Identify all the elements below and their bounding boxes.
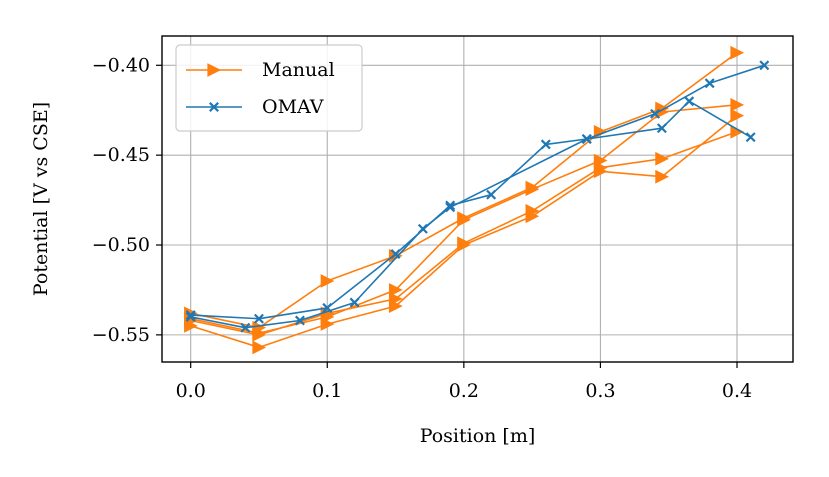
x-tick-label: 0.1 (312, 380, 342, 402)
y-axis-label: Potential [V vs CSE] (30, 102, 52, 296)
manual-run-1-point (320, 274, 335, 288)
manual-run-2-point (525, 182, 540, 197)
omav-run-5-point-stroke-b (322, 302, 333, 313)
omav-run-5-point (253, 313, 264, 324)
manual-run-1-point (730, 45, 745, 60)
legend-manual-marker (207, 63, 222, 77)
omav-run-5-point-stroke-b (253, 313, 264, 324)
omav-run-5-point (650, 108, 661, 119)
x-tick-label: 0.2 (449, 380, 479, 402)
omav-run-6-point (185, 311, 196, 322)
manual-run-4-point (252, 340, 267, 355)
omav-run-6-point (417, 223, 428, 234)
omav-run-5-point-stroke-b (185, 310, 196, 321)
omav-run-5-point (445, 200, 456, 211)
omav-run-5-point (759, 60, 770, 71)
legend: Manual OMAV (175, 44, 363, 132)
legend-marker-shape (209, 102, 219, 112)
manual-run-2-point (457, 212, 471, 227)
manual-run-4-point (320, 317, 335, 331)
omav-run-5-point-stroke-b (759, 60, 770, 71)
omav-run-6-point-stroke-b (185, 311, 196, 322)
manual-run-4-point (388, 299, 403, 313)
axis-ticks: 0.0 0.1 0.2 0.3 0.4 −0.55 −0.50 −0.45 −0.40 (92, 54, 752, 402)
omav-run-6-point (684, 96, 695, 107)
omav-run-5-point-stroke-b (486, 189, 497, 200)
omav-run-5-series (185, 60, 770, 324)
y-tick-label: −0.40 (92, 54, 150, 76)
manual-run-3-point (655, 151, 669, 166)
omav-run-6-line (190, 100, 752, 329)
omav-run-6-point (445, 202, 456, 213)
plot-frame (161, 35, 794, 363)
x-tick-label: 0.0 (176, 380, 206, 402)
omav-run-6-point-stroke-b (240, 322, 251, 333)
omav-run-6-point-stroke-b (684, 96, 695, 107)
x-tick-label: 0.4 (722, 380, 752, 402)
x-axis-label: Position [m] (420, 425, 536, 447)
legend-marker-shape-stroke-b (209, 102, 219, 112)
omav-run-6-point-stroke-b (445, 202, 456, 213)
omav-run-6-point (581, 133, 592, 144)
legend-manual-label: Manual (262, 59, 335, 81)
omav-run-5-point (486, 189, 497, 200)
y-tick-label: −0.55 (92, 324, 150, 346)
y-tick-label: −0.45 (92, 144, 150, 166)
x-tick-label: 0.3 (585, 380, 615, 402)
y-tick-label: −0.50 (92, 234, 150, 256)
omav-run-6-point-stroke-b (349, 297, 360, 308)
manual-run-4-point (457, 238, 471, 252)
omav-run-6-point-stroke-b (745, 132, 756, 143)
omav-run-6-point (294, 315, 305, 326)
manual-run-4-point (730, 108, 745, 123)
omav-run-5-point-stroke-b (650, 108, 661, 119)
manual-run-4-point (593, 164, 608, 179)
omav-run-5-point (704, 78, 715, 89)
omav-run-5-point-stroke-b (704, 78, 715, 89)
legend-box (175, 44, 363, 132)
omav-run-6-point (349, 297, 360, 308)
manual-run-4-point (655, 169, 669, 184)
omav-run-6-point-stroke-b (581, 133, 592, 144)
omav-run-5-point-stroke-b (540, 139, 551, 150)
omav-run-6-point-stroke-b (417, 223, 428, 234)
manual-run-1-point (388, 248, 403, 263)
omav-run-5-point (390, 249, 401, 259)
legend-marker-shape (207, 63, 222, 77)
omav-run-6-point-stroke-b (656, 123, 667, 134)
omav-run-5-point-stroke-b (445, 200, 456, 211)
manual-run-3-point (252, 328, 267, 342)
manual-run-2-point (730, 97, 745, 112)
omav-run-5-point-stroke-b (390, 249, 401, 259)
omav-run-6-point-stroke-b (294, 315, 305, 326)
data-series (184, 45, 770, 355)
legend-omav-marker (209, 102, 219, 112)
omav-run-6-series (185, 96, 756, 333)
omav-run-6-point (656, 123, 667, 134)
manual-run-4-point (525, 209, 540, 224)
manual-run-4-series (184, 108, 745, 355)
manual-run-2-point (388, 283, 403, 297)
omav-run-6-point (745, 132, 756, 143)
manual-run-4-point (184, 319, 198, 333)
omav-run-6-point (240, 322, 251, 333)
omav-run-5-point (540, 139, 551, 150)
legend-omav-label: OMAV (262, 96, 324, 118)
